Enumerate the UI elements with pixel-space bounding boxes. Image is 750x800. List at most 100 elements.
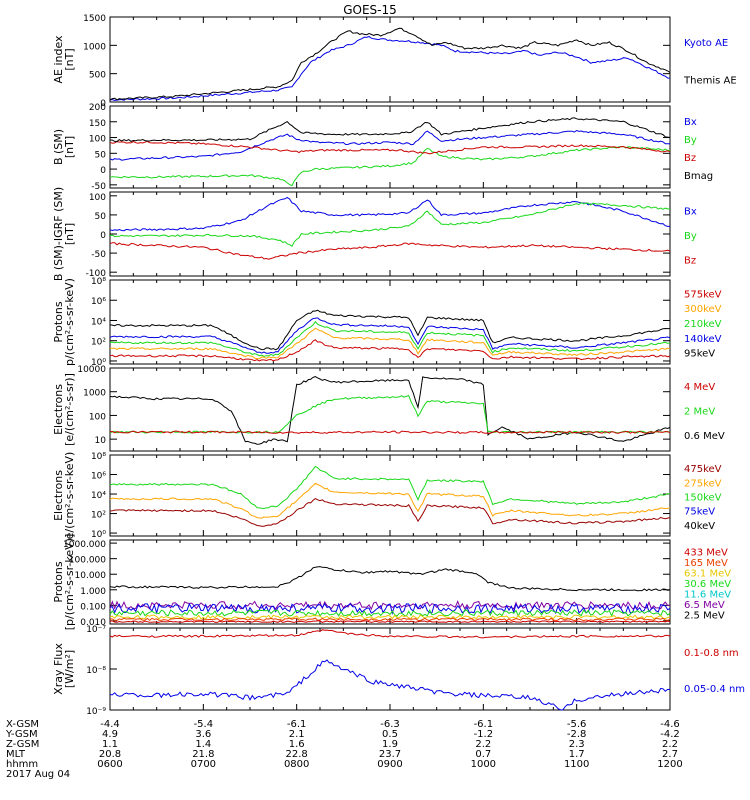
legend-entry: Themis AE <box>683 75 737 86</box>
footer-value: 0.5 <box>382 729 398 740</box>
series-line-433-mev <box>109 620 671 623</box>
footer-value: 1.9 <box>382 739 398 750</box>
y-axis-label: Xray Flux <box>52 643 65 695</box>
y-tick-label: 100 <box>89 193 106 203</box>
y-tick-label: 1500 <box>83 14 106 24</box>
y-tick-label: 10⁰ <box>91 358 106 368</box>
footer-value: 1000 <box>471 759 496 770</box>
y-tick-label: 100 <box>89 412 106 422</box>
series-line-30-6-mev <box>109 609 671 618</box>
y-tick-label: 10 <box>95 436 107 446</box>
series-line-95kev <box>109 309 670 351</box>
panel-frame <box>109 627 671 711</box>
y-axis-label: [nT] <box>63 48 76 70</box>
footer-value: 1200 <box>657 759 682 770</box>
y-tick-label: 100 <box>89 135 106 145</box>
footer-value: 0.7 <box>475 749 491 760</box>
y-tick-label: 150 <box>89 119 106 129</box>
footer-value: 0600 <box>97 759 122 770</box>
legend-entry: 0.1-0.8 nm <box>684 648 739 659</box>
series-line-140kev <box>109 317 671 354</box>
y-tick-label: 50 <box>95 212 107 222</box>
y-tick-label: -50 <box>91 182 106 192</box>
series-line-0-6-mev <box>109 376 671 445</box>
legend-entry: 433 MeV <box>684 547 728 558</box>
y-axis-label: [e/(cm²-s-sr)] <box>63 373 76 446</box>
series-line-2-5-mev <box>109 566 671 592</box>
y-tick-label: 10⁶ <box>91 472 106 482</box>
y-axis-label: Electrons <box>52 384 65 435</box>
legend-entry: Bz <box>684 256 696 267</box>
y-axis-label: [p/(cm²-s-sr-keV)] <box>63 534 76 631</box>
series-line-475kev <box>109 498 671 527</box>
footer-row-label: Z-GSM <box>6 739 39 750</box>
legend-entry: 40keV <box>684 521 715 532</box>
y-tick-label: 0.010 <box>80 618 106 628</box>
y-axis-label: e/(cm²-s-sr-keV) <box>63 452 76 540</box>
panel-7: 0.010 0.100 1.000 10.000 100.000 1000.000 Prot… <box>52 534 731 631</box>
y-tick-label: 10⁻⁷ <box>86 625 106 635</box>
y-axis-label: B (SM) <box>52 129 65 165</box>
legend-entry: 75keV <box>684 507 715 518</box>
footer-value: 2.2 <box>475 739 491 750</box>
y-axis-label: Protons <box>52 561 65 602</box>
series-line-by <box>109 202 671 248</box>
footer-value: 21.8 <box>192 749 214 760</box>
footer-value: -4.4 <box>100 719 120 730</box>
series-line-150kev <box>109 465 671 510</box>
y-tick-label: 10⁴ <box>91 317 106 327</box>
footer-value: -2.8 <box>567 729 587 740</box>
footer-value: -6.1 <box>474 719 494 730</box>
series-line-11-6-mev <box>109 602 671 615</box>
footer-value: 1.6 <box>289 739 305 750</box>
footer-value: 1.4 <box>195 739 211 750</box>
legend-entry: By <box>684 135 697 146</box>
series-line-63-1-mev <box>109 614 671 620</box>
y-tick-label: 0 <box>100 231 106 241</box>
footer-value: 22.8 <box>286 749 308 760</box>
footer-value: -6.1 <box>287 719 307 730</box>
legend-entry: 575keV <box>684 289 722 300</box>
legend-entry: Bz <box>684 153 696 164</box>
series-line-0-05-0-4-nm <box>109 659 671 711</box>
legend-entry: By <box>684 231 697 242</box>
legend-entry: 95keV <box>684 349 715 360</box>
series-line-210kev <box>109 320 671 357</box>
footer-row-label: hhmm <box>6 759 38 770</box>
footer-value: 2.2 <box>662 739 678 750</box>
legend-entry: Kyoto AE <box>684 38 728 49</box>
legend-entry: Bx <box>684 117 697 128</box>
legend-entry: 210keV <box>684 319 722 330</box>
footer-orbit-table: X-GSM -4.4 -5.4 -6.1 -6.3 -6.1 -5.6 -4.6 Y-GSM 4.… <box>5 719 683 780</box>
y-tick-label: 0 <box>100 166 106 176</box>
footer-value: 1100 <box>564 759 589 770</box>
legend-entry: 2.5 MeV <box>684 611 725 622</box>
series-line-bz <box>109 242 671 260</box>
y-tick-label: 10⁻⁸ <box>86 666 106 676</box>
y-tick-label: -100 <box>86 269 107 279</box>
y-axis-label: [nT] <box>63 223 76 245</box>
series-line-bz <box>109 140 671 155</box>
y-axis-label: [W/m²] <box>63 650 76 688</box>
plot-title: GOES-15 <box>343 3 397 17</box>
footer-value: -1.2 <box>474 729 494 740</box>
y-tick-label: 200 <box>89 103 106 113</box>
series-line-165-mev <box>110 617 671 622</box>
footer-value: -5.6 <box>567 719 587 730</box>
y-tick-label: 1000 <box>83 42 106 52</box>
legend-entry: 300keV <box>684 304 722 315</box>
y-axis-label: [nT] <box>63 136 76 158</box>
y-tick-label: 10⁰ <box>91 530 106 540</box>
legend-entry: 6.5 MeV <box>684 600 725 611</box>
series-line-2-mev <box>109 394 671 434</box>
footer-value: 23.7 <box>379 749 401 760</box>
legend-entry: 165 MeV <box>684 558 728 569</box>
panel-3: -100 -50 0 50 100 B (SM)-IGRF (SM)[nT] Bx By Bz <box>52 187 697 281</box>
y-tick-label: 10² <box>91 338 106 348</box>
legend-entry: Bmag <box>684 171 713 182</box>
series-line-0-1-0-8-nm <box>109 629 671 639</box>
footer-value: -4.6 <box>660 719 680 730</box>
y-tick-label: 1000.000 <box>63 540 106 550</box>
